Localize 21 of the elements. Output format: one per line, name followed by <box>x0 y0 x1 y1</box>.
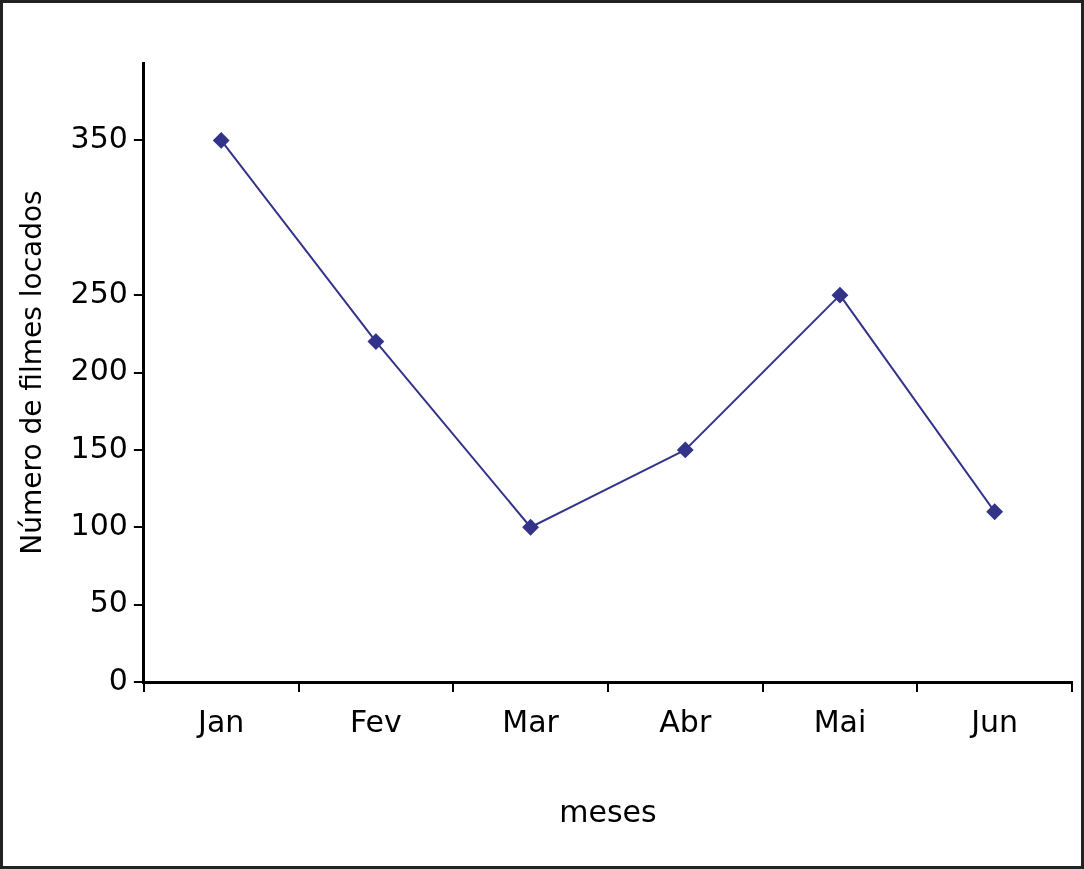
y-tick-label: 150 <box>70 429 128 465</box>
y-tick-label: 0 <box>108 661 128 697</box>
y-tick-label: 200 <box>70 352 128 388</box>
x-tick-label: Mai <box>813 703 867 739</box>
x-tick-label: Jan <box>196 703 245 739</box>
x-tick-label: Fev <box>349 703 402 739</box>
x-axis-title: meses <box>559 793 657 829</box>
y-tick-label: 250 <box>70 274 128 310</box>
point <box>677 441 694 458</box>
point <box>213 132 230 149</box>
x-tick-label: Jun <box>969 703 1019 739</box>
point <box>522 519 539 536</box>
point <box>831 287 848 304</box>
y-tick-label: 100 <box>70 507 128 543</box>
y-axis-title: Número de filmes locados <box>15 190 49 555</box>
y-tick-label: 350 <box>70 120 128 156</box>
point <box>986 503 1003 520</box>
point <box>367 333 384 350</box>
x-tick-label: Abr <box>659 703 712 739</box>
x-tick-label: Mar <box>502 703 560 739</box>
y-tick-label: 50 <box>89 584 128 620</box>
